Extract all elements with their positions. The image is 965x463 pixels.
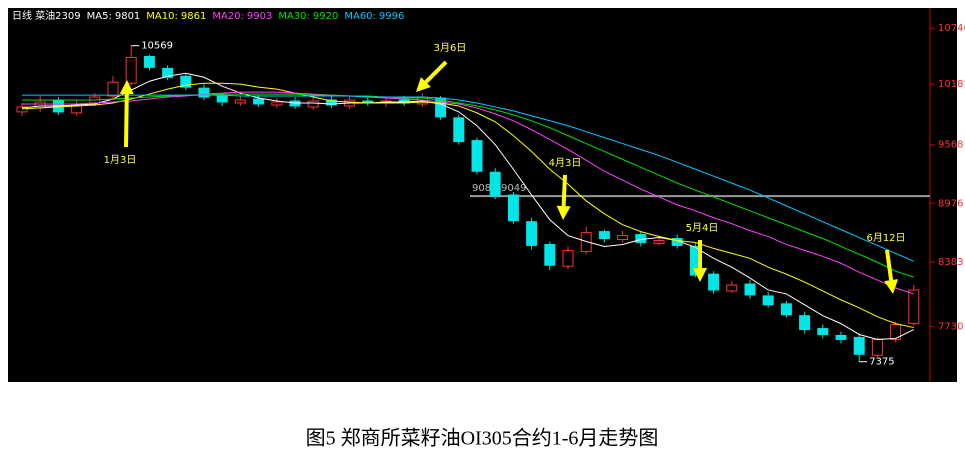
- ma-line: [22, 91, 914, 295]
- candle-body: [198, 87, 210, 98]
- annotation-arrow-head: [556, 205, 571, 220]
- header-item: 菜油2309: [35, 9, 80, 22]
- legend-value: 9903: [247, 11, 272, 22]
- candle-body: [125, 56, 137, 84]
- candle-body: [635, 234, 647, 243]
- annotation-arrow-head: [884, 279, 899, 294]
- legend-name: MA60:: [344, 11, 376, 22]
- annotation-arrow-head: [693, 268, 707, 282]
- candle-body: [726, 284, 738, 292]
- legend-value: 9996: [379, 11, 404, 22]
- candle-body: [453, 117, 465, 143]
- annotation-arrow-shaft: [885, 249, 894, 281]
- legend-value: 9861: [181, 11, 206, 22]
- legend-name: MA10:: [146, 11, 178, 22]
- annotation-arrow-head: [416, 77, 431, 92]
- candle-body: [253, 98, 265, 105]
- candle-body: [271, 101, 283, 106]
- y-tick-label: 7730: [938, 322, 963, 333]
- y-tick-label: 9568: [938, 140, 963, 151]
- header: 日线 菜油2309 MA5: 9801 MA10: 9861 MA20: 9903 MA30:…: [12, 9, 404, 22]
- candle-body: [562, 249, 574, 267]
- candle-body: [507, 194, 519, 222]
- ma-line: [21, 82, 914, 329]
- candle-body: [180, 75, 192, 88]
- header-item: 日线: [12, 9, 32, 22]
- y-tick-label: 10746: [938, 23, 965, 34]
- legend-name: MA30:: [278, 11, 310, 22]
- candle-body: [890, 324, 902, 340]
- candle-body: [799, 315, 811, 331]
- candle-body: [871, 338, 883, 356]
- annotation-arrow-head: [119, 80, 134, 95]
- y-tick-label: 8976: [938, 198, 963, 209]
- candle-body: [34, 101, 46, 109]
- candle-body: [908, 289, 920, 325]
- annotation: 4月3日: [549, 157, 582, 169]
- caption: 图5 郑商所菜籽油OI305合约1-6月走势图: [306, 427, 659, 450]
- annotation: 5月4日: [686, 222, 719, 234]
- ma-line: [22, 93, 914, 278]
- candle-body: [598, 231, 610, 240]
- candle-body: [16, 106, 28, 113]
- ma-line: [21, 72, 915, 340]
- annotation: 1月3日: [104, 154, 137, 166]
- candle-body: [471, 140, 483, 172]
- legend-name: MA5:: [87, 11, 112, 22]
- candle-body: [162, 67, 174, 78]
- candle-body: [234, 99, 246, 104]
- annotation-arrow-shaft: [561, 174, 567, 207]
- legend-value: 9920: [313, 11, 338, 22]
- max-label: 10569: [141, 41, 173, 52]
- annotation-arrow-shaft: [424, 60, 448, 84]
- candle-body: [853, 336, 865, 355]
- candle-body: [307, 100, 319, 108]
- legend-name: MA20:: [212, 11, 244, 22]
- candle-body: [817, 328, 829, 335]
- candle-body: [325, 99, 337, 106]
- annotation: 6月12日: [866, 232, 905, 244]
- candle-body: [107, 81, 119, 97]
- candle-body: [708, 273, 720, 291]
- candle-body: [362, 100, 374, 103]
- candle-body: [526, 221, 538, 246]
- candle-body: [762, 295, 774, 306]
- candle-body: [143, 55, 155, 68]
- candle-body: [544, 243, 556, 266]
- candle-body: [489, 171, 501, 197]
- candle-body: [216, 95, 228, 103]
- annotation: 3月6日: [434, 42, 467, 54]
- candle-body: [617, 235, 629, 241]
- legend-value: 9801: [115, 11, 140, 22]
- candle-body: [653, 240, 665, 244]
- ma-line: [22, 94, 914, 262]
- candle-body: [780, 303, 792, 316]
- min-label: 7375: [869, 357, 894, 368]
- annotation-arrow-shaft: [124, 93, 129, 148]
- y-tick-label: 8383: [938, 257, 963, 268]
- candle-body: [744, 283, 756, 296]
- candle-body: [835, 334, 847, 340]
